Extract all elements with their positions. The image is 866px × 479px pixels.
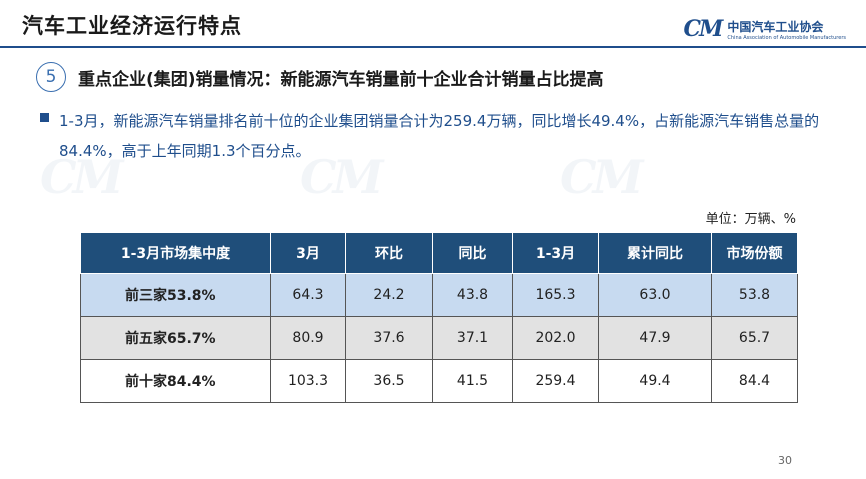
page-title: 汽车工业经济运行特点 (22, 14, 242, 38)
logo: CM 中国汽车工业协会 China Association of Automob… (684, 16, 846, 42)
table-cell: 103.3 (270, 359, 346, 403)
table-header-row: 1-3月市场集中度 3月 环比 同比 1-3月 累计同比 市场份额 (80, 232, 798, 274)
table-cell: 41.5 (432, 359, 513, 403)
row-label: 前五家65.7% (80, 316, 271, 360)
table-cell: 47.9 (598, 316, 712, 360)
table-cell: 37.1 (432, 316, 513, 360)
column-header: 环比 (345, 232, 433, 274)
column-header: 1-3月市场集中度 (80, 232, 271, 274)
unit-label: 单位：万辆、% (705, 212, 796, 227)
table-cell: 49.4 (598, 359, 712, 403)
watermark-logo: CM (300, 150, 384, 204)
row-label: 前三家53.8% (80, 273, 271, 317)
column-header: 累计同比 (598, 232, 712, 274)
watermark-logo: CM (40, 150, 124, 204)
section-title: 重点企业(集团)销量情况：新能源汽车销量前十企业合计销量占比提高 (78, 69, 604, 90)
concentration-table: 1-3月市场集中度 3月 环比 同比 1-3月 累计同比 市场份额 前三家53.… (80, 232, 798, 403)
column-header: 市场份额 (711, 232, 798, 274)
row-label: 前十家84.4% (80, 359, 271, 403)
logo-mark: CM (683, 16, 724, 42)
table-cell: 36.5 (345, 359, 433, 403)
section-number: 5 (36, 62, 66, 92)
table-cell: 165.3 (512, 273, 599, 317)
table-cell: 80.9 (270, 316, 346, 360)
section-heading: 5 重点企业(集团)销量情况：新能源汽车销量前十企业合计销量占比提高 (36, 62, 604, 92)
table-cell: 202.0 (512, 316, 599, 360)
logo-text: 中国汽车工业协会 China Association of Automobile… (727, 18, 846, 41)
watermark-logo: CM (560, 150, 644, 204)
logo-english-name: China Association of Automobile Manufact… (727, 34, 846, 41)
table-cell: 259.4 (512, 359, 599, 403)
bullet-point: 1-3月，新能源汽车销量排名前十位的企业集团销量合计为259.4万辆，同比增长4… (40, 106, 840, 166)
table-row: 前三家53.8% 64.3 24.2 43.8 165.3 63.0 53.8 (80, 273, 798, 317)
page-number: 30 (778, 454, 792, 467)
table-cell: 65.7 (711, 316, 798, 360)
table-cell: 84.4 (711, 359, 798, 403)
column-header: 同比 (432, 232, 513, 274)
table-cell: 24.2 (345, 273, 433, 317)
table-cell: 43.8 (432, 273, 513, 317)
table-row: 前十家84.4% 103.3 36.5 41.5 259.4 49.4 84.4 (80, 359, 798, 403)
bullet-square-icon (40, 113, 49, 122)
table-cell: 37.6 (345, 316, 433, 360)
column-header: 1-3月 (512, 232, 599, 274)
table-cell: 64.3 (270, 273, 346, 317)
title-divider (0, 46, 866, 48)
table-cell: 53.8 (711, 273, 798, 317)
bullet-text: 1-3月，新能源汽车销量排名前十位的企业集团销量合计为259.4万辆，同比增长4… (59, 112, 820, 160)
table-row: 前五家65.7% 80.9 37.6 37.1 202.0 47.9 65.7 (80, 316, 798, 360)
logo-chinese-name: 中国汽车工业协会 (727, 19, 824, 34)
table-cell: 63.0 (598, 273, 712, 317)
column-header: 3月 (270, 232, 346, 274)
